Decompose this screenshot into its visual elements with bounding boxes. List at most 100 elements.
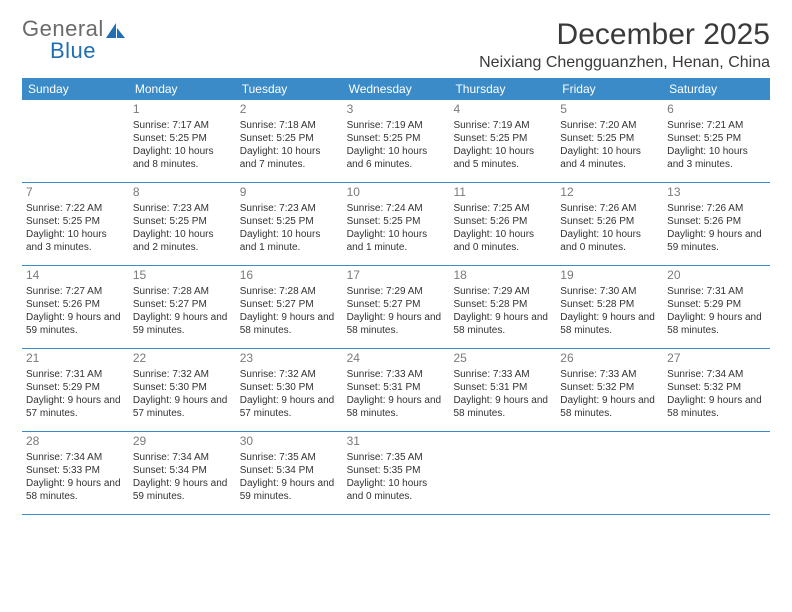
- sunset-text: Sunset: 5:25 PM: [133, 132, 232, 145]
- day-cell: 21Sunrise: 7:31 AMSunset: 5:29 PMDayligh…: [22, 349, 129, 431]
- sunrise-text: Sunrise: 7:25 AM: [453, 202, 552, 215]
- day-number: 1: [133, 102, 232, 118]
- sunrise-text: Sunrise: 7:19 AM: [347, 119, 446, 132]
- daylight-text: Daylight: 10 hours and 3 minutes.: [667, 145, 766, 171]
- sunset-text: Sunset: 5:26 PM: [26, 298, 125, 311]
- sunrise-text: Sunrise: 7:34 AM: [26, 451, 125, 464]
- daylight-text: Daylight: 9 hours and 57 minutes.: [240, 394, 339, 420]
- sunrise-text: Sunrise: 7:17 AM: [133, 119, 232, 132]
- sunset-text: Sunset: 5:35 PM: [347, 464, 446, 477]
- daylight-text: Daylight: 9 hours and 57 minutes.: [133, 394, 232, 420]
- day-cell: 12Sunrise: 7:26 AMSunset: 5:26 PMDayligh…: [556, 183, 663, 265]
- sunrise-text: Sunrise: 7:27 AM: [26, 285, 125, 298]
- day-cell: [663, 432, 770, 514]
- day-cell: 13Sunrise: 7:26 AMSunset: 5:26 PMDayligh…: [663, 183, 770, 265]
- day-number: 19: [560, 268, 659, 284]
- dow-monday: Monday: [129, 78, 236, 100]
- sunset-text: Sunset: 5:28 PM: [453, 298, 552, 311]
- day-number: 18: [453, 268, 552, 284]
- daylight-text: Daylight: 9 hours and 57 minutes.: [26, 394, 125, 420]
- day-cell: 14Sunrise: 7:27 AMSunset: 5:26 PMDayligh…: [22, 266, 129, 348]
- sunrise-text: Sunrise: 7:23 AM: [133, 202, 232, 215]
- sunrise-text: Sunrise: 7:23 AM: [240, 202, 339, 215]
- daylight-text: Daylight: 9 hours and 58 minutes.: [560, 311, 659, 337]
- sunrise-text: Sunrise: 7:35 AM: [240, 451, 339, 464]
- day-number: 13: [667, 185, 766, 201]
- sunrise-text: Sunrise: 7:34 AM: [667, 368, 766, 381]
- sunset-text: Sunset: 5:34 PM: [240, 464, 339, 477]
- sunrise-text: Sunrise: 7:29 AM: [347, 285, 446, 298]
- daylight-text: Daylight: 9 hours and 59 minutes.: [667, 228, 766, 254]
- sunset-text: Sunset: 5:25 PM: [26, 215, 125, 228]
- sunset-text: Sunset: 5:32 PM: [560, 381, 659, 394]
- day-cell: 4Sunrise: 7:19 AMSunset: 5:25 PMDaylight…: [449, 100, 556, 182]
- sunset-text: Sunset: 5:33 PM: [26, 464, 125, 477]
- sunset-text: Sunset: 5:29 PM: [667, 298, 766, 311]
- sunset-text: Sunset: 5:27 PM: [133, 298, 232, 311]
- sunrise-text: Sunrise: 7:34 AM: [133, 451, 232, 464]
- sunrise-text: Sunrise: 7:28 AM: [240, 285, 339, 298]
- dow-wednesday: Wednesday: [343, 78, 450, 100]
- day-number: 28: [26, 434, 125, 450]
- day-number: 11: [453, 185, 552, 201]
- day-cell: 20Sunrise: 7:31 AMSunset: 5:29 PMDayligh…: [663, 266, 770, 348]
- day-cell: 31Sunrise: 7:35 AMSunset: 5:35 PMDayligh…: [343, 432, 450, 514]
- day-cell: 24Sunrise: 7:33 AMSunset: 5:31 PMDayligh…: [343, 349, 450, 431]
- sunset-text: Sunset: 5:25 PM: [240, 215, 339, 228]
- day-cell: 1Sunrise: 7:17 AMSunset: 5:25 PMDaylight…: [129, 100, 236, 182]
- daylight-text: Daylight: 10 hours and 1 minute.: [347, 228, 446, 254]
- day-cell: [556, 432, 663, 514]
- sunset-text: Sunset: 5:29 PM: [26, 381, 125, 394]
- sunrise-text: Sunrise: 7:29 AM: [453, 285, 552, 298]
- dow-row: Sunday Monday Tuesday Wednesday Thursday…: [22, 78, 770, 100]
- day-number: 7: [26, 185, 125, 201]
- sunrise-text: Sunrise: 7:20 AM: [560, 119, 659, 132]
- daylight-text: Daylight: 10 hours and 8 minutes.: [133, 145, 232, 171]
- daylight-text: Daylight: 9 hours and 58 minutes.: [667, 311, 766, 337]
- logo-word-general: General: [22, 18, 104, 40]
- daylight-text: Daylight: 9 hours and 58 minutes.: [240, 311, 339, 337]
- dow-saturday: Saturday: [663, 78, 770, 100]
- day-number: 14: [26, 268, 125, 284]
- day-cell: 11Sunrise: 7:25 AMSunset: 5:26 PMDayligh…: [449, 183, 556, 265]
- sunset-text: Sunset: 5:26 PM: [560, 215, 659, 228]
- location: Neixiang Chengguanzhen, Henan, China: [479, 54, 770, 72]
- daylight-text: Daylight: 10 hours and 0 minutes.: [560, 228, 659, 254]
- sunrise-text: Sunrise: 7:33 AM: [560, 368, 659, 381]
- sunrise-text: Sunrise: 7:32 AM: [240, 368, 339, 381]
- sunset-text: Sunset: 5:31 PM: [453, 381, 552, 394]
- daylight-text: Daylight: 9 hours and 58 minutes.: [560, 394, 659, 420]
- daylight-text: Daylight: 9 hours and 59 minutes.: [133, 311, 232, 337]
- day-number: 31: [347, 434, 446, 450]
- day-number: 22: [133, 351, 232, 367]
- day-cell: 15Sunrise: 7:28 AMSunset: 5:27 PMDayligh…: [129, 266, 236, 348]
- daylight-text: Daylight: 10 hours and 5 minutes.: [453, 145, 552, 171]
- dow-sunday: Sunday: [22, 78, 129, 100]
- week-row: 28Sunrise: 7:34 AMSunset: 5:33 PMDayligh…: [22, 432, 770, 515]
- sunrise-text: Sunrise: 7:33 AM: [453, 368, 552, 381]
- dow-tuesday: Tuesday: [236, 78, 343, 100]
- sunset-text: Sunset: 5:30 PM: [240, 381, 339, 394]
- sunset-text: Sunset: 5:27 PM: [240, 298, 339, 311]
- day-cell: 3Sunrise: 7:19 AMSunset: 5:25 PMDaylight…: [343, 100, 450, 182]
- day-number: 2: [240, 102, 339, 118]
- day-cell: 22Sunrise: 7:32 AMSunset: 5:30 PMDayligh…: [129, 349, 236, 431]
- header: GeneralBlue December 2025 Neixiang Cheng…: [22, 18, 770, 72]
- day-number: 4: [453, 102, 552, 118]
- sunset-text: Sunset: 5:34 PM: [133, 464, 232, 477]
- day-number: 3: [347, 102, 446, 118]
- dow-thursday: Thursday: [449, 78, 556, 100]
- daylight-text: Daylight: 10 hours and 0 minutes.: [453, 228, 552, 254]
- day-number: 30: [240, 434, 339, 450]
- sunrise-text: Sunrise: 7:33 AM: [347, 368, 446, 381]
- sunset-text: Sunset: 5:26 PM: [667, 215, 766, 228]
- calendar: Sunday Monday Tuesday Wednesday Thursday…: [22, 78, 770, 515]
- daylight-text: Daylight: 9 hours and 58 minutes.: [347, 311, 446, 337]
- sunset-text: Sunset: 5:31 PM: [347, 381, 446, 394]
- day-number: 27: [667, 351, 766, 367]
- day-number: 6: [667, 102, 766, 118]
- sunrise-text: Sunrise: 7:22 AM: [26, 202, 125, 215]
- day-cell: 5Sunrise: 7:20 AMSunset: 5:25 PMDaylight…: [556, 100, 663, 182]
- daylight-text: Daylight: 10 hours and 6 minutes.: [347, 145, 446, 171]
- title-block: December 2025 Neixiang Chengguanzhen, He…: [479, 18, 770, 72]
